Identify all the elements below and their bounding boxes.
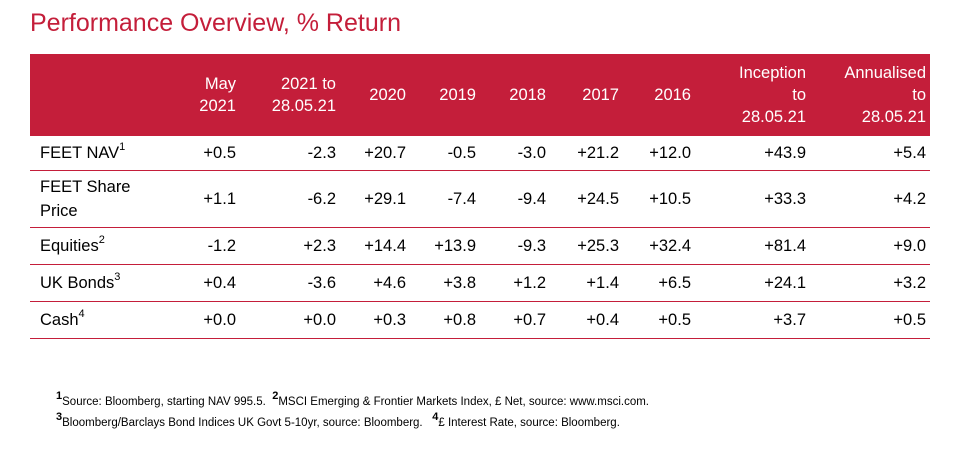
- table-cell: -3.6: [240, 264, 340, 302]
- table-header-row: May 2021 2021 to 28.05.21 2020 2019 2018 2…: [30, 54, 930, 136]
- header-cell-blank: [30, 54, 170, 136]
- footnotes: 1Source: Bloomberg, starting NAV 995.5. …: [56, 391, 650, 438]
- table-cell: +4.2: [810, 170, 930, 228]
- header-cell-2017: 2017: [550, 54, 623, 136]
- header-cell-annualised: Annualised to 28.05.21: [810, 54, 930, 136]
- table-cell: +25.3: [550, 227, 623, 265]
- table-cell: +0.4: [550, 301, 623, 339]
- table-cell: +6.5: [623, 264, 695, 302]
- table-cell: +0.3: [340, 301, 410, 339]
- table-cell: -6.2: [240, 170, 340, 228]
- table-cell: +0.5: [623, 301, 695, 339]
- footnote-number: 3: [56, 411, 63, 424]
- table-cell: +1.2: [480, 264, 550, 302]
- table-cell: -3.0: [480, 136, 550, 171]
- footnote-number: 1: [56, 390, 63, 403]
- footnote-line-1: 1Source: Bloomberg, starting NAV 995.5. …: [56, 391, 650, 408]
- footnote-text: Source: Bloomberg, starting NAV 995.5.: [62, 396, 266, 408]
- footnote-text: £ Interest Rate, source: Bloomberg.: [438, 417, 620, 429]
- table-cell: +13.9: [410, 227, 480, 265]
- table-cell: -9.4: [480, 170, 550, 228]
- row-label: UK Bonds3: [30, 264, 170, 302]
- table-cell: +12.0: [623, 136, 695, 171]
- table-cell: +33.3: [695, 170, 810, 228]
- header-cell-2021-ytd: 2021 to 28.05.21: [240, 54, 340, 136]
- header-cell-2018: 2018: [480, 54, 550, 136]
- table-cell: +32.4: [623, 227, 695, 265]
- table-cell: +10.5: [623, 170, 695, 228]
- table-cell: -2.3: [240, 136, 340, 171]
- row-label: FEET NAV1: [30, 136, 170, 171]
- header-cell-2020: 2020: [340, 54, 410, 136]
- table-cell: +21.2: [550, 136, 623, 171]
- table-cell: +81.4: [695, 227, 810, 265]
- footnote-text: MSCI Emerging & Frontier Markets Index, …: [278, 396, 650, 408]
- table-row-feet-nav: FEET NAV1 +0.5 -2.3 +20.7 -0.5 -3.0 +21.…: [30, 136, 930, 171]
- footnote-ref: 1: [119, 140, 126, 153]
- row-label: FEET Share Price: [30, 170, 170, 228]
- table-cell: -1.2: [170, 227, 240, 265]
- table-cell: +0.0: [170, 301, 240, 339]
- table-cell: +2.3: [240, 227, 340, 265]
- table-cell: -9.3: [480, 227, 550, 265]
- row-label: Equities2: [30, 227, 170, 265]
- table-row-uk-bonds: UK Bonds3 +0.4 -3.6 +4.6 +3.8 +1.2 +1.4 …: [30, 264, 930, 302]
- header-cell-2016: 2016: [623, 54, 695, 136]
- table-cell: +1.1: [170, 170, 240, 228]
- table-cell: +1.4: [550, 264, 623, 302]
- table-cell: +3.2: [810, 264, 930, 302]
- table-cell: +3.8: [410, 264, 480, 302]
- footnote-number: 4: [432, 411, 439, 424]
- table-row-equities: Equities2 -1.2 +2.3 +14.4 +13.9 -9.3 +25…: [30, 227, 930, 265]
- footnote-text: Bloomberg/Barclays Bond Indices UK Govt …: [62, 417, 423, 429]
- header-cell-inception: Inception to 28.05.21: [695, 54, 810, 136]
- row-label: Cash4: [30, 301, 170, 339]
- table-cell: +43.9: [695, 136, 810, 171]
- table-cell: +0.4: [170, 264, 240, 302]
- footnote-ref: 3: [114, 270, 121, 283]
- table-cell: +0.0: [240, 301, 340, 339]
- header-cell-2019: 2019: [410, 54, 480, 136]
- header-cell-may-2021: May 2021: [170, 54, 240, 136]
- table-cell: +24.5: [550, 170, 623, 228]
- table-cell: +14.4: [340, 227, 410, 265]
- table-row-feet-share-price: FEET Share Price +1.1 -6.2 +29.1 -7.4 -9.…: [30, 170, 930, 228]
- table-cell: +20.7: [340, 136, 410, 171]
- footnote-line-2: 3Bloomberg/Barclays Bond Indices UK Govt…: [56, 412, 649, 429]
- table-cell: +5.4: [810, 136, 930, 171]
- table-cell: +4.6: [340, 264, 410, 302]
- table-row-cash: Cash4 +0.0 +0.0 +0.3 +0.8 +0.7 +0.4 +0.5…: [30, 301, 930, 339]
- table-cell: +24.1: [695, 264, 810, 302]
- table-cell: +0.8: [410, 301, 480, 339]
- page-title: Performance Overview, % Return: [30, 9, 401, 37]
- table-cell: -0.5: [410, 136, 480, 171]
- footnote-number: 2: [272, 390, 279, 403]
- table-cell: -7.4: [410, 170, 480, 228]
- table-cell: +9.0: [810, 227, 930, 265]
- table-cell: +3.7: [695, 301, 810, 339]
- footnote-ref: 4: [78, 307, 85, 320]
- table-cell: +0.5: [810, 301, 930, 339]
- performance-table: May 2021 2021 to 28.05.21 2020 2019 2018 2…: [30, 54, 930, 339]
- table-cell: +29.1: [340, 170, 410, 228]
- table-cell: +0.5: [170, 136, 240, 171]
- table-cell: +0.7: [480, 301, 550, 339]
- footnote-ref: 2: [98, 233, 105, 246]
